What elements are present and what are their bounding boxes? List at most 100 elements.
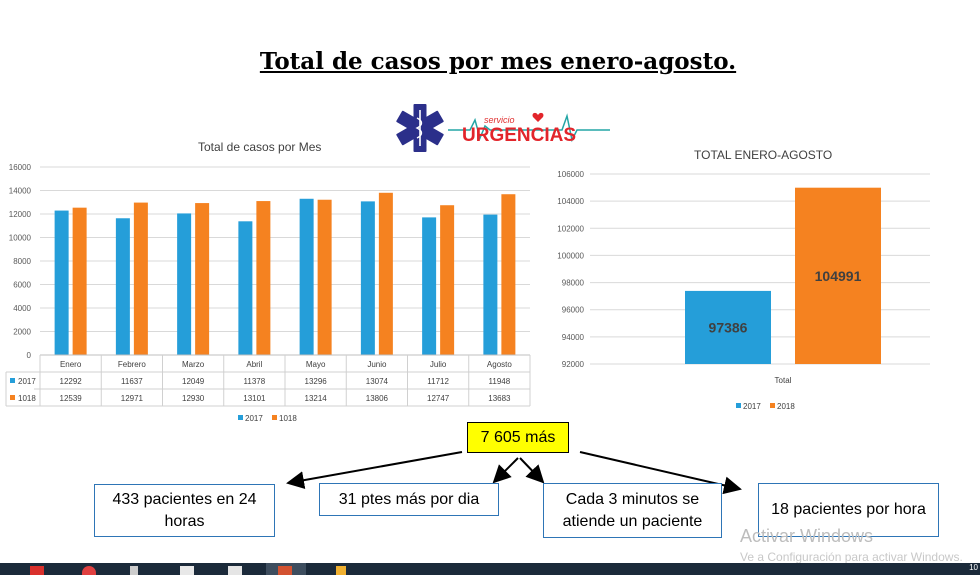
table-cell: 13806 (366, 394, 389, 403)
y-tick-label: 98000 (562, 279, 585, 288)
table-cell: 11637 (121, 377, 143, 386)
legend-key (272, 415, 277, 420)
legend-label: 1018 (279, 414, 297, 423)
data-label: 97386 (709, 319, 748, 335)
legend-key (736, 403, 741, 408)
y-tick-label: 106000 (557, 170, 584, 179)
taskbar-browser-icon[interactable] (82, 566, 96, 575)
table-cell: 12747 (427, 394, 450, 403)
bar-2017-junio (360, 201, 375, 355)
table-cell: 13683 (488, 394, 511, 403)
table-cell: 13214 (305, 394, 328, 403)
bar-2017-julio (422, 217, 437, 355)
y-tick-label: 100000 (557, 251, 584, 260)
y-tick-label: 96000 (562, 306, 585, 315)
bar-1018-febrero (133, 202, 148, 355)
monthly-cases-chart: 0 2000 4000 6000 8000 10000 12000 14000 16000 Ene… (5, 163, 531, 423)
category-label: Agosto (487, 360, 512, 369)
y-tick-label: 0 (27, 351, 32, 360)
bar-total-2017 (685, 290, 771, 364)
y-tick-label: 14000 (9, 187, 32, 196)
chart1-title: Total de casos por Mes (198, 140, 322, 154)
bar-2017-abril (238, 221, 253, 355)
category-label: Junio (367, 360, 387, 369)
activation-watermark-title: Activar Windows (740, 526, 874, 546)
star-of-life-icon (396, 104, 444, 152)
y-tick-label: 104000 (557, 197, 584, 206)
taskbar: 10 (0, 563, 980, 575)
y-tick-label: 8000 (13, 257, 31, 266)
legend-label: 2017 (245, 414, 263, 423)
bar-1018-mayo (317, 199, 332, 355)
category-label: Febrero (118, 360, 147, 369)
category-label: Abril (246, 360, 262, 369)
legend-key (238, 415, 243, 420)
urgencias-logo: servicio URGENCIAS (392, 100, 612, 156)
arrow-left (286, 451, 463, 490)
per-hour-box: 18 pacientes por hora (758, 483, 939, 537)
bar-2017-enero (54, 210, 69, 355)
difference-callout: 7 605 más (467, 422, 569, 453)
category-label: Marzo (182, 360, 205, 369)
page-title: Total de casos por mes enero-agosto. (259, 48, 737, 75)
table-cell: 12049 (182, 377, 205, 386)
table-cell: 12971 (121, 394, 144, 403)
y-tick-label: 16000 (9, 163, 32, 172)
bar-1018-julio (440, 205, 455, 355)
bar-2017-marzo (177, 213, 192, 355)
total-chart: 92000 94000 96000 98000 100000 102000 104000 10… (557, 170, 930, 411)
per-day-box: 433 pacientes en 24 horas (94, 484, 275, 537)
table-cell: 13074 (366, 377, 389, 386)
category-label: Enero (60, 360, 82, 369)
arrow-mid-left (492, 457, 519, 484)
taskbar-app-icon[interactable] (130, 566, 138, 575)
table-cell: 13101 (243, 394, 266, 403)
category-label: Mayo (306, 360, 326, 369)
logo-graphic: servicio URGENCIAS (396, 104, 610, 152)
bar-1018-enero (72, 207, 87, 355)
taskbar-folder-icon[interactable] (336, 566, 346, 575)
table-legend-key (10, 395, 15, 400)
legend-label: 2017 (743, 402, 761, 411)
table-series-label: 2017 (18, 377, 36, 386)
y-tick-label: 94000 (562, 333, 585, 342)
data-label: 104991 (815, 268, 862, 284)
taskbar-app-icon[interactable] (228, 566, 242, 575)
table-cell: 12292 (60, 377, 83, 386)
taskbar-window-icon[interactable] (180, 566, 194, 575)
bar-2017-mayo (299, 198, 314, 355)
y-tick-label: 102000 (557, 224, 584, 233)
table-cell: 12930 (182, 394, 205, 403)
table-cell: 11378 (244, 377, 266, 386)
chart2-title: TOTAL ENERO-AGOSTO (694, 148, 833, 162)
table-cell: 11712 (427, 377, 449, 386)
category-label: Total (775, 376, 792, 385)
arrow-mid-right (519, 457, 545, 484)
bar-1018-marzo (195, 203, 210, 355)
y-tick-label: 4000 (13, 304, 31, 313)
y-tick-label: 6000 (13, 281, 31, 290)
every-minutes-box: Cada 3 minutos se atiende un paciente (543, 483, 722, 538)
table-legend-key (10, 378, 15, 383)
y-tick-label: 92000 (562, 360, 585, 369)
bar-2017-febrero (115, 218, 130, 355)
bar-2017-agosto (483, 214, 498, 355)
logo-main-text: URGENCIAS (462, 125, 576, 146)
taskbar-app-icon[interactable] (30, 566, 44, 575)
activation-watermark-subtitle: Ve a Configuración para activar Windows. (740, 550, 963, 564)
y-tick-label: 2000 (13, 328, 31, 337)
bar-1018-abril (256, 201, 271, 355)
category-label: Julio (430, 360, 447, 369)
bar-1018-agosto (501, 194, 516, 355)
taskbar-powerpoint-icon[interactable] (278, 566, 292, 575)
extra-per-day-box: 31 ptes más por dia (319, 483, 499, 516)
legend-key (770, 403, 775, 408)
bar-total-2018 (795, 187, 881, 364)
table-cell: 11948 (489, 377, 511, 386)
y-tick-label: 10000 (9, 234, 32, 243)
table-series-label: 1018 (18, 394, 36, 403)
table-cell: 13296 (305, 377, 328, 386)
bar-1018-junio (378, 192, 393, 355)
legend-label: 2018 (777, 402, 795, 411)
y-tick-label: 12000 (9, 210, 32, 219)
